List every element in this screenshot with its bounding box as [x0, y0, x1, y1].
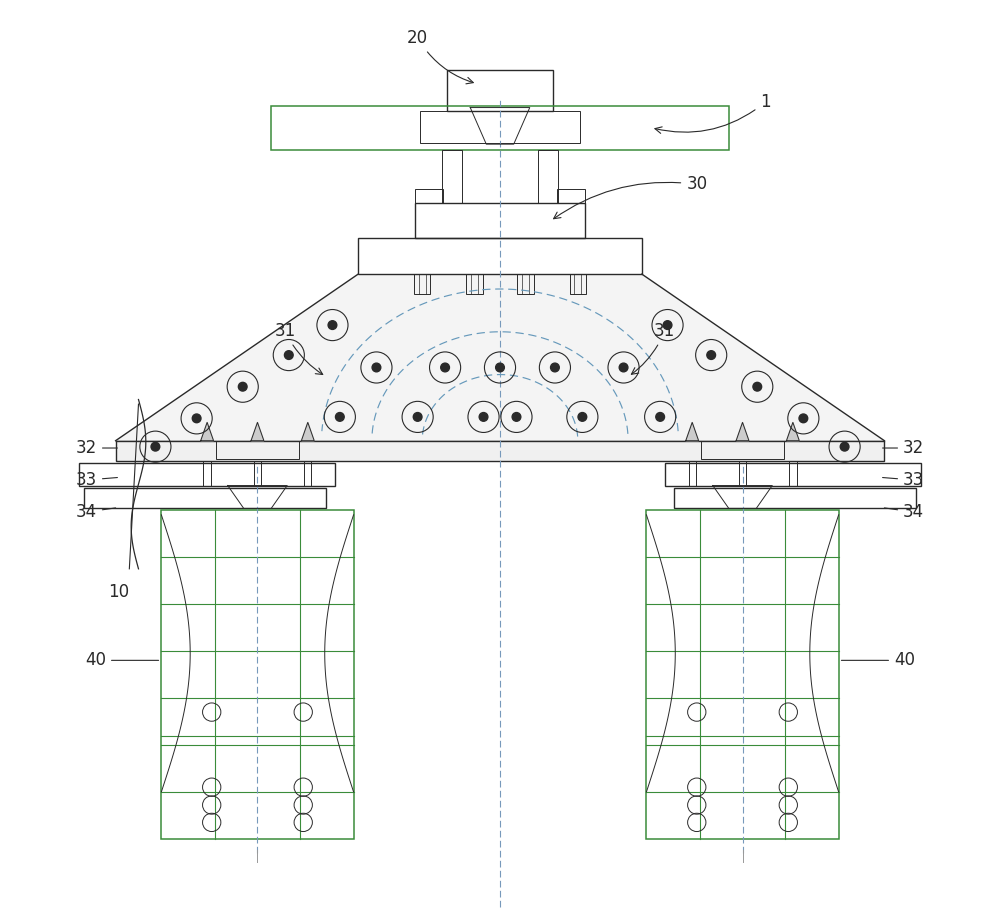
Polygon shape: [301, 422, 314, 441]
Circle shape: [512, 412, 521, 421]
Text: 31: 31: [274, 322, 323, 375]
Text: 33: 33: [883, 471, 924, 489]
Text: 34: 34: [76, 503, 116, 521]
Text: 33: 33: [76, 471, 117, 489]
Bar: [538, 150, 558, 203]
Bar: [420, 111, 580, 143]
Bar: [570, 274, 586, 295]
Circle shape: [619, 364, 628, 372]
Circle shape: [328, 320, 337, 330]
Bar: [701, 441, 784, 459]
Circle shape: [753, 383, 762, 391]
Text: 30: 30: [554, 175, 707, 218]
Bar: [789, 461, 797, 487]
Circle shape: [663, 320, 672, 330]
Bar: [689, 461, 696, 487]
Polygon shape: [251, 422, 264, 441]
Bar: [216, 441, 299, 459]
Text: 32: 32: [883, 439, 924, 457]
Bar: [304, 461, 311, 487]
Circle shape: [372, 364, 381, 372]
Circle shape: [840, 442, 849, 451]
Bar: [415, 189, 443, 203]
Bar: [271, 106, 729, 150]
Circle shape: [707, 351, 716, 360]
Circle shape: [496, 364, 504, 372]
Circle shape: [578, 412, 587, 421]
Circle shape: [656, 412, 665, 421]
Bar: [79, 463, 335, 486]
Polygon shape: [786, 422, 799, 441]
Bar: [557, 189, 585, 203]
Circle shape: [551, 364, 559, 372]
Bar: [466, 274, 483, 295]
Circle shape: [413, 412, 422, 421]
Bar: [674, 488, 916, 509]
Bar: [84, 488, 326, 509]
Bar: [254, 461, 261, 487]
Bar: [358, 238, 642, 274]
Text: 32: 32: [76, 439, 117, 457]
Circle shape: [441, 364, 449, 372]
Bar: [665, 463, 921, 486]
Text: 40: 40: [85, 652, 159, 669]
Polygon shape: [686, 422, 699, 441]
Circle shape: [799, 414, 808, 422]
Bar: [116, 441, 884, 461]
Circle shape: [284, 351, 293, 360]
Text: 10: 10: [108, 583, 129, 600]
Text: 20: 20: [407, 29, 473, 84]
Text: 34: 34: [884, 503, 924, 521]
Bar: [442, 150, 462, 203]
Circle shape: [479, 412, 488, 421]
Bar: [414, 274, 430, 295]
Bar: [517, 274, 534, 295]
Text: 40: 40: [841, 652, 915, 669]
Bar: [646, 510, 839, 839]
Circle shape: [238, 383, 247, 391]
Bar: [415, 203, 585, 238]
Text: 31: 31: [631, 322, 675, 375]
Circle shape: [335, 412, 344, 421]
Circle shape: [151, 442, 160, 451]
Polygon shape: [736, 422, 749, 441]
Bar: [447, 70, 553, 111]
Polygon shape: [116, 274, 884, 441]
Text: 1: 1: [655, 93, 771, 133]
Circle shape: [192, 414, 201, 422]
Bar: [203, 461, 211, 487]
Bar: [161, 510, 354, 839]
Bar: [739, 461, 746, 487]
Polygon shape: [201, 422, 214, 441]
